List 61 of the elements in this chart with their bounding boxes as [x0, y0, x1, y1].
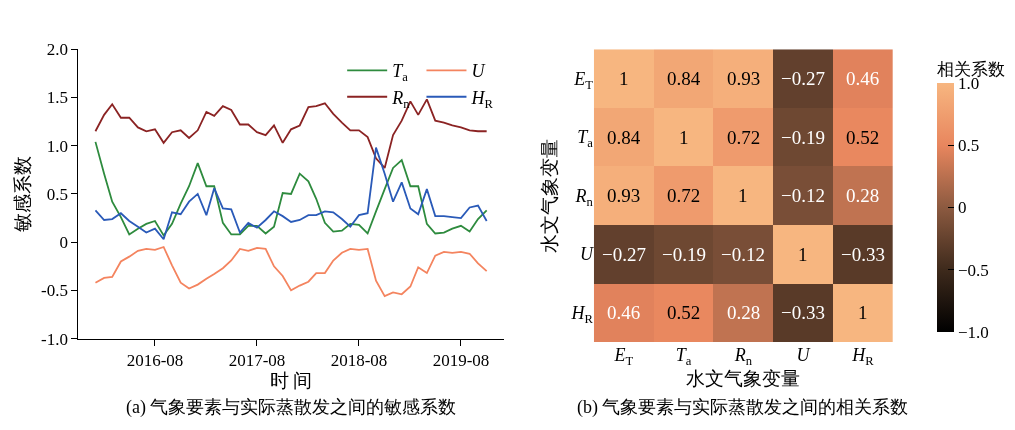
- y-tick-label: T$_{a}$: [577, 127, 594, 151]
- y-tick-label: U: [579, 244, 594, 265]
- y-tick-label: R$_{n}$: [574, 185, 594, 209]
- data-label: −0.19: [781, 127, 825, 148]
- y-tick-label: -0.5: [40, 281, 68, 301]
- data-label: 0.52: [667, 302, 701, 323]
- data-label: 0.84: [667, 68, 701, 89]
- data-label: 0.72: [727, 127, 761, 148]
- x-axis-title: 水文气象变量: [686, 367, 801, 389]
- x-tick-label: U: [796, 344, 811, 365]
- data-label: 0.46: [846, 68, 880, 89]
- data-label: 0.72: [667, 185, 701, 206]
- y-tick-label: H$_{R}$: [570, 302, 594, 326]
- data-label: 0.28: [727, 302, 761, 323]
- x-tick-label: E$_{T}$: [613, 344, 634, 368]
- data-label: 0.84: [607, 127, 641, 148]
- y-axis-title: 水文气象变量: [539, 138, 561, 253]
- data-label: 0.46: [607, 302, 641, 323]
- color-bar-label: −0.5: [957, 260, 989, 280]
- data-label: 1: [798, 244, 808, 265]
- legend-label: H$_{R}$: [470, 87, 494, 111]
- data-label: 1: [858, 302, 868, 323]
- y-tick-label: E$_{T}$: [573, 68, 594, 92]
- text: (a) 气象要素与实际蒸散发之间的敏感系数: [126, 397, 457, 418]
- y-tick-label: 1.0: [46, 136, 68, 156]
- x-tick-label: 2019-08: [432, 351, 490, 371]
- color-bar-label: −1.0: [957, 322, 989, 342]
- legend-label: R$_{n}$: [391, 87, 411, 111]
- y-tick-label: 1.5: [46, 88, 68, 108]
- data-label: −0.33: [841, 244, 885, 265]
- y-tick-label: 0: [59, 233, 68, 253]
- data-label: −0.33: [781, 302, 825, 323]
- legend-label: U: [471, 61, 486, 82]
- data-label: 0.28: [846, 185, 880, 206]
- data-label: −0.12: [781, 185, 825, 206]
- x-tick-label: H$_{R}$: [851, 344, 875, 368]
- x-tick-label: 2017-08: [228, 351, 286, 371]
- y-axis-title: 敏感系数: [11, 155, 33, 232]
- data-label: 0.93: [607, 185, 641, 206]
- color-bar-label: 0: [957, 198, 967, 218]
- data-label: 1: [738, 185, 748, 206]
- data-label: 1: [619, 68, 629, 89]
- line-series: [94, 246, 488, 298]
- x-tick-label: 2016-08: [126, 351, 184, 371]
- data-label: −0.12: [721, 244, 765, 265]
- color-bar-label: 0.5: [957, 136, 980, 156]
- y-tick-label: -1.0: [40, 329, 68, 349]
- x-axis-title: 时 间: [269, 370, 313, 392]
- text: (b) 气象要素与实际蒸散发之间的相关系数: [577, 397, 909, 418]
- x-tick-label: 2018-08: [330, 351, 388, 371]
- data-label: −0.19: [662, 244, 706, 265]
- data-label: −0.27: [781, 68, 825, 89]
- data-label: 0.93: [727, 68, 761, 89]
- x-tick-label: T$_{a}$: [675, 344, 692, 368]
- data-label: 1: [679, 127, 689, 148]
- data-label: 0.52: [846, 127, 880, 148]
- legend-label: T$_{a}$: [392, 61, 409, 85]
- y-tick-label: 2.0: [46, 40, 68, 60]
- data-label: −0.27: [602, 244, 646, 265]
- x-tick-label: R$_{n}$: [733, 344, 753, 368]
- y-tick-label: 0.5: [46, 184, 68, 204]
